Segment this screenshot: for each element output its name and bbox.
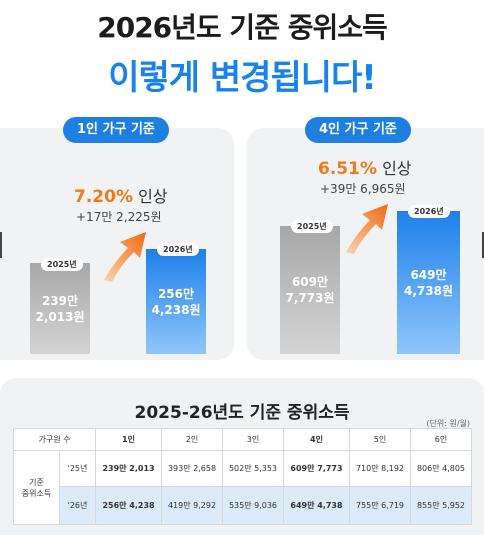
rate-percent: 7.20% [74,187,133,207]
table-cell: 393만 2,658 [161,450,223,487]
table-cell: 239만 2,013 [94,450,163,487]
table-cell: 419만 9,292 [161,486,223,525]
four-person-diff: +39만 6,965원 [320,182,406,196]
year-tag-2025: 2025년 [291,220,333,233]
bar-value-top: 256만 [157,286,195,301]
increase-arrow-icon [104,232,146,282]
bar-value-bottom: 7,773원 [285,291,335,305]
rate-word: 인상 [382,159,412,178]
four-person-rate: 6.51% 인상 [318,155,412,179]
bar-value-bottom: 4,738원 [404,283,453,298]
header-col-6: 6인 [409,428,473,451]
one-person-diff: +17만 2,225원 [76,210,162,224]
group-label: 기준 중위소득 [13,450,60,525]
one-person-rate: 7.20% 인상 [74,183,168,207]
table-cell: 710만 8,192 [349,450,411,487]
group-label-line1: 기준 [29,477,44,487]
bar-2025-one: 239만 2,013원 [30,263,90,354]
table-cell: 609만 7,773 [282,450,351,487]
bar-2026-four: 649만 4,738원 [397,211,460,354]
bar-2026-one: 256만 4,238원 [146,249,206,354]
table-cell: 755만 6,719 [349,486,411,525]
header-col-2: 2인 [161,428,223,451]
year-tag-2026: 2026년 [408,205,450,218]
headline-title: 2026년도 기준 중위소득 [97,11,388,44]
table-cell: 535만 9,036 [222,486,284,525]
header-col-5: 5인 [349,428,411,451]
row-year: '25년 [59,450,96,487]
right-edge-marker [482,232,484,258]
table-cell: 855만 5,952 [409,486,473,525]
year-tag-2026: 2026년 [157,243,199,256]
headline-subtitle: 이렇게 변경됩니다! [108,58,377,98]
bar-2025-four: 609만 7,773원 [280,226,340,354]
table-cell: 806만 4,805 [409,450,473,487]
rate-word: 인상 [138,187,168,206]
unit-note: (단위: 원/월) [426,419,470,428]
one-person-pill: 1인 가구 기준 [63,117,169,143]
table-header-row: 가구원 수 1인 2인 3인 4인 5인 6인 [13,428,473,451]
table-cell: 256만 4,238 [94,486,163,525]
header-col-4: 4인 [282,428,351,451]
bar-value-bottom: 4,238원 [151,302,201,317]
group-label-line2: 중위소득 [21,488,52,498]
year-tag-2025: 2025년 [41,258,83,271]
rate-percent: 6.51% [318,159,377,179]
header-col-1: 1인 [94,428,163,451]
bar-value-top: 609만 [291,275,329,289]
row-year: '26년 [59,486,96,525]
table-title: 2025-26년도 기준 중위소득 [134,403,350,423]
table-cell: 649만 4,738 [282,486,351,525]
increase-arrow-icon [346,204,388,254]
bar-value-top: 239만 [41,293,79,308]
bar-value-bottom: 2,013원 [35,309,85,324]
table-row: '26년 256만 4,238 419만 9,292 535만 9,036 64… [14,486,473,525]
four-person-pill: 4인 가구 기준 [305,117,411,143]
header-col-3: 3인 [222,428,284,451]
table-row: 기준 중위소득 '25년 239만 2,013 393만 2,658 502만 5… [13,450,473,525]
median-income-table: 가구원 수 1인 2인 3인 4인 5인 6인 기준 중위소득 '25년 239만… [13,428,473,525]
left-edge-marker [0,232,2,258]
table-cell: 502만 5,353 [222,450,284,487]
header-household-size: 가구원 수 [13,428,96,451]
bar-value-top: 649만 [410,267,447,282]
